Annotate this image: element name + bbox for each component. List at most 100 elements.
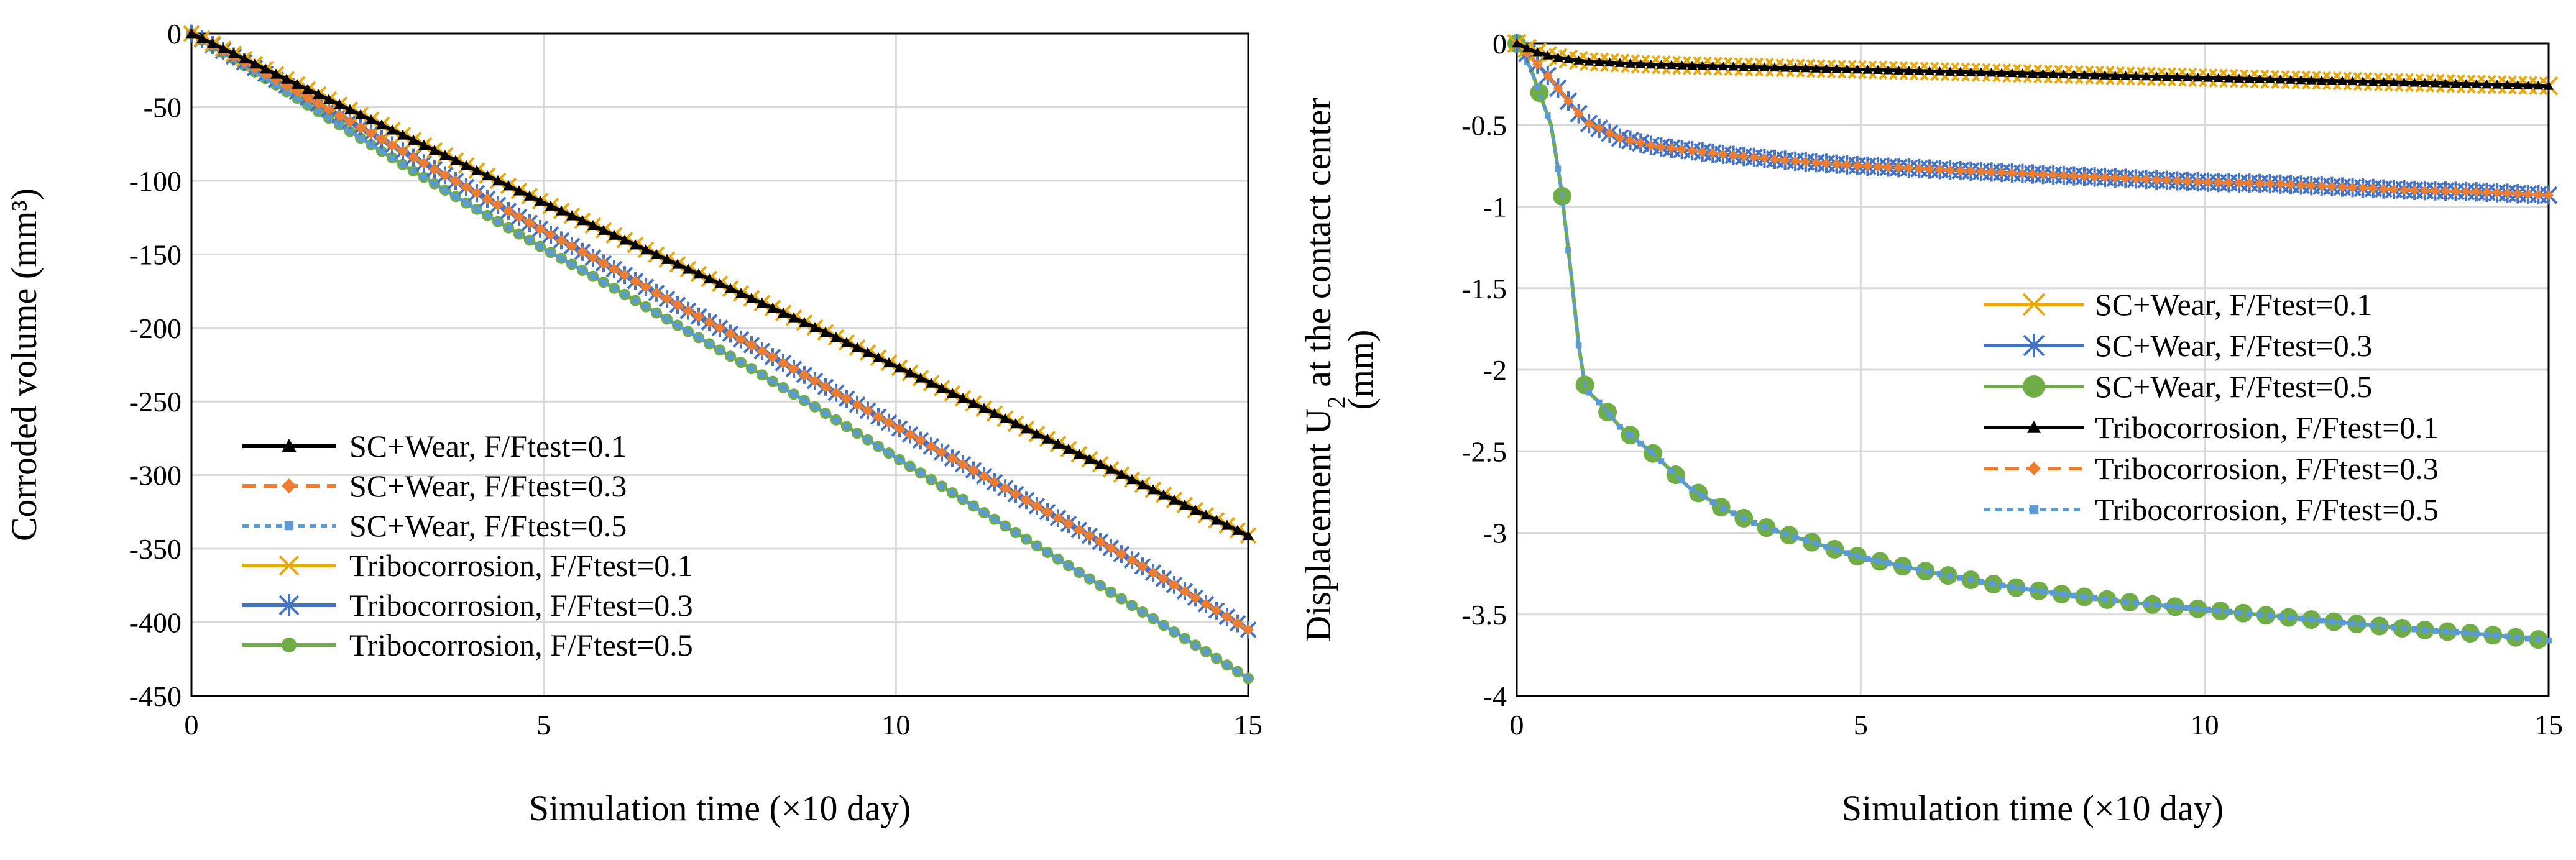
data-point xyxy=(2409,185,2420,196)
data-point xyxy=(2422,627,2428,633)
data-point xyxy=(1627,432,1634,439)
data-point xyxy=(725,283,736,293)
data-point xyxy=(2112,597,2118,604)
data-point xyxy=(2058,69,2069,79)
data-point xyxy=(1604,57,1615,67)
data-point xyxy=(1105,542,1116,554)
data-point xyxy=(727,353,734,360)
data-point xyxy=(2174,603,2181,610)
data-point xyxy=(577,215,588,226)
data-point xyxy=(1179,499,1190,510)
data-point xyxy=(1584,57,1594,66)
data-point xyxy=(809,375,821,387)
data-point xyxy=(788,312,799,322)
data-point xyxy=(2370,622,2376,629)
data-point xyxy=(1831,64,1842,73)
data-point xyxy=(418,157,430,169)
legend-item: SC+Wear, F/Ftest=0.1 xyxy=(1984,287,2372,322)
data-point xyxy=(746,339,757,351)
data-point xyxy=(1976,167,1986,177)
data-point xyxy=(2255,74,2265,83)
data-point xyxy=(186,28,197,39)
data-point xyxy=(894,362,905,373)
data-point xyxy=(2236,610,2242,616)
legend-marker xyxy=(282,638,297,652)
data-point xyxy=(1852,160,1862,171)
data-point xyxy=(2213,177,2224,188)
data-point xyxy=(1553,52,1563,62)
data-point xyxy=(2061,591,2067,598)
data-point xyxy=(862,347,873,357)
data-point xyxy=(915,372,926,383)
data-point xyxy=(323,94,334,104)
data-point xyxy=(579,267,586,273)
data-point xyxy=(397,129,408,140)
data-point xyxy=(2380,623,2387,629)
data-point xyxy=(2192,72,2203,82)
data-point xyxy=(1955,66,1966,76)
data-point xyxy=(822,410,829,416)
data-point xyxy=(1000,413,1011,424)
data-point xyxy=(450,155,461,165)
legend-item: SC+Wear, F/Ftest=0.5 xyxy=(242,508,627,543)
data-point xyxy=(2533,80,2544,90)
legend-label: Tribocorrosion, F/Ftest=0.5 xyxy=(2095,492,2439,527)
y-axis-label-subscript: 2 xyxy=(1322,396,1350,408)
data-point xyxy=(2514,634,2521,641)
data-point xyxy=(704,316,715,328)
legend-label: SC+Wear, F/Ftest=0.5 xyxy=(2095,369,2372,404)
data-point xyxy=(1947,573,1953,579)
data-point xyxy=(1739,151,1749,162)
data-point xyxy=(410,168,416,174)
data-point xyxy=(2329,618,2335,625)
data-point xyxy=(939,483,945,490)
x-tick-label: 10 xyxy=(2191,709,2219,741)
data-point xyxy=(1885,560,1892,567)
data-point xyxy=(283,88,290,95)
data-point xyxy=(2419,185,2430,196)
data-point xyxy=(928,476,934,483)
x-tick-label: 5 xyxy=(536,709,551,741)
data-point xyxy=(207,38,218,48)
plot-area-border xyxy=(1516,42,2550,697)
data-point xyxy=(2306,180,2317,191)
data-point xyxy=(379,148,385,155)
legend-item: SC+Wear, F/Ftest=0.1 xyxy=(242,429,627,464)
data-point xyxy=(1129,602,1135,609)
data-point xyxy=(714,278,725,288)
x-tick-label: 0 xyxy=(185,709,199,741)
data-point xyxy=(957,393,968,403)
data-point xyxy=(1023,536,1029,542)
data-point xyxy=(2143,595,2162,614)
data-point xyxy=(1945,165,1956,175)
data-point xyxy=(1108,589,1114,595)
y-tick-label: -250 xyxy=(129,386,182,418)
data-point xyxy=(2463,629,2469,636)
data-point xyxy=(566,240,577,252)
data-point xyxy=(556,234,567,246)
data-point xyxy=(1925,66,1934,76)
data-point xyxy=(2161,71,2172,81)
legend-marker xyxy=(282,439,297,452)
data-point xyxy=(2442,628,2449,635)
data-point xyxy=(2172,176,2183,186)
data-point xyxy=(2255,178,2265,189)
data-point xyxy=(442,187,448,193)
data-point xyxy=(524,190,535,201)
y-axis-label-line2: (mm) xyxy=(1340,330,1381,410)
data-point xyxy=(904,367,916,378)
data-point xyxy=(2523,80,2533,89)
data-point xyxy=(2110,173,2120,183)
data-point xyxy=(368,142,374,148)
data-point xyxy=(1245,675,1251,682)
data-point xyxy=(717,347,723,354)
data-point xyxy=(1211,605,1222,616)
data-point xyxy=(788,363,799,375)
data-point xyxy=(2277,613,2284,620)
data-point xyxy=(1936,570,1943,577)
data-point xyxy=(1052,438,1064,449)
data-point xyxy=(1532,47,1543,57)
data-point xyxy=(2482,79,2492,89)
data-point xyxy=(651,249,662,260)
data-point xyxy=(2079,70,2089,79)
